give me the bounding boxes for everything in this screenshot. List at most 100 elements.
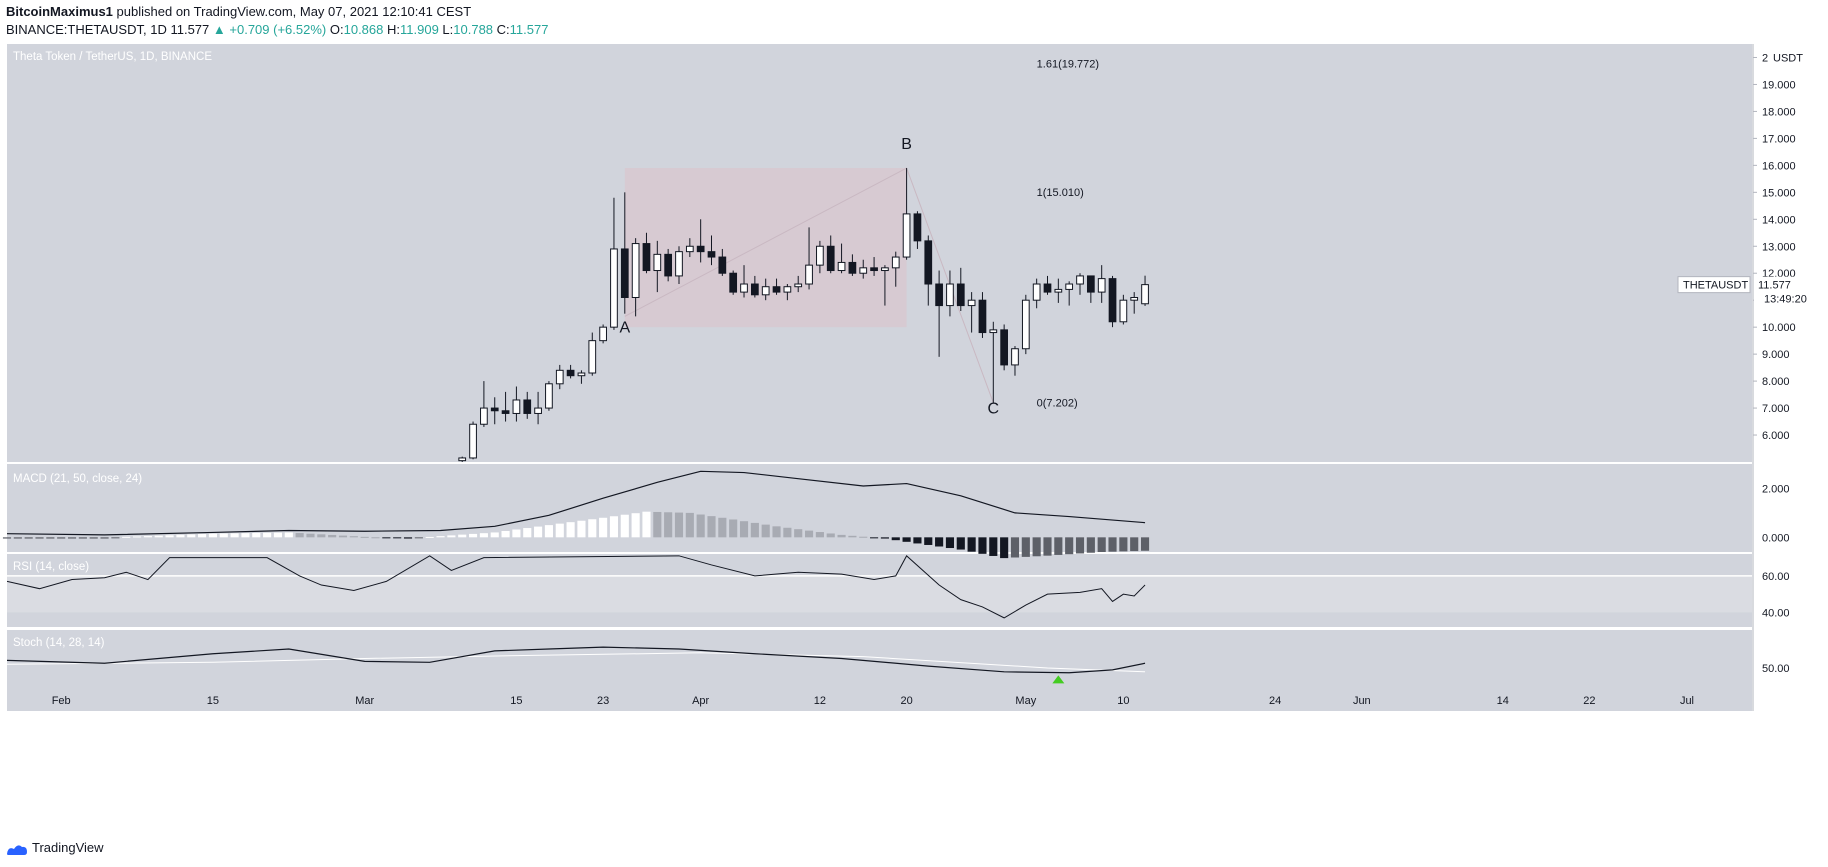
macd-histogram-bar: [425, 536, 434, 538]
macd-histogram-bar: [815, 532, 824, 538]
high-label: H:: [387, 22, 400, 37]
macd-histogram-bar: [620, 514, 629, 538]
candle-body: [555, 369, 564, 385]
open-label: O:: [329, 22, 344, 37]
macd-histogram-bar: [436, 536, 445, 538]
candle-body: [490, 407, 499, 412]
high-value: 11.909: [400, 22, 439, 37]
macd-histogram-bar: [24, 537, 33, 539]
candle: [1119, 294, 1128, 325]
candle: [859, 259, 868, 279]
macd-histogram-bar: [414, 537, 423, 539]
macd-histogram-bar: [187, 534, 196, 538]
author-name[interactable]: BitcoinMaximus1: [6, 4, 113, 19]
last-price-value: 11.577: [1758, 280, 1791, 292]
symbol-tag-label: THETAUSDT: [1683, 280, 1748, 292]
macd-histogram-bar: [46, 537, 55, 539]
candle-body: [480, 407, 488, 425]
last-price: 11.577: [170, 22, 210, 37]
time-tick-label: Mar: [355, 695, 374, 707]
candle: [610, 197, 618, 330]
buy-signal-arrow-icon: [1052, 675, 1065, 684]
price-tick-label: 15.000: [1762, 187, 1796, 199]
macd-histogram-bar: [967, 537, 976, 552]
macd-histogram-bar: [1075, 537, 1085, 554]
candle: [1108, 275, 1117, 328]
candle: [729, 270, 738, 295]
chart-header: BitcoinMaximus1 published on TradingView…: [0, 0, 1828, 40]
price-change: +0.709 (+6.52%): [229, 22, 327, 37]
stoch-k-line: [6, 646, 1146, 674]
time-tick-label: 22: [1583, 695, 1595, 707]
candle: [1065, 281, 1074, 306]
candle: [761, 278, 770, 301]
candle-body: [902, 213, 911, 258]
macd-histogram-bar: [349, 536, 358, 538]
footer-brand[interactable]: TradingView: [6, 840, 104, 856]
candle: [848, 254, 857, 276]
price-tick-label: 14.000: [1762, 214, 1796, 226]
price-panel-group: A B C 1.61(19.772) 1(15.010) 0(7.202) Theta To…: [13, 51, 1149, 462]
candle-body: [1000, 329, 1009, 366]
candle-body: [501, 410, 510, 414]
candle: [707, 235, 716, 266]
up-arrow-icon: ▲: [212, 22, 226, 37]
macd-histogram-bar: [1119, 537, 1128, 552]
candle-body: [512, 399, 521, 414]
time-tick-label: Jul: [1680, 695, 1694, 707]
candle: [794, 275, 803, 293]
chart-canvas[interactable]: A B C 1.61(19.772) 1(15.010) 0(7.202) Theta To…: [0, 44, 1828, 834]
candle-body: [664, 253, 673, 277]
macd-line: [6, 470, 1146, 536]
candle: [1043, 275, 1052, 295]
candle-body: [696, 245, 705, 253]
candle: [1141, 275, 1149, 306]
candle-body: [707, 251, 716, 258]
macd-histogram-bar: [230, 533, 239, 538]
macd-panel: [7, 464, 1752, 552]
candle-body: [816, 245, 824, 266]
time-tick-label: Feb: [52, 695, 71, 707]
candle: [805, 227, 813, 290]
candle: [534, 391, 542, 425]
macd-histogram-bar: [794, 529, 803, 538]
macd-histogram-bar: [902, 537, 911, 542]
candle: [881, 265, 889, 306]
candle-body: [794, 283, 803, 288]
macd-histogram-bar: [360, 536, 369, 538]
candle: [1054, 278, 1063, 303]
candle: [599, 324, 607, 344]
macd-histogram-bar: [306, 533, 315, 538]
candle: [1076, 273, 1084, 295]
low-value: 10.788: [453, 22, 494, 37]
macd-histogram-bar: [750, 522, 759, 538]
macd-histogram-bar: [1130, 537, 1139, 552]
candle-body: [1065, 283, 1074, 290]
price-tick-label: 7.000: [1762, 403, 1790, 415]
candle: [1000, 324, 1009, 371]
macd-histogram-bar: [338, 535, 348, 538]
macd-histogram-bar: [783, 527, 792, 538]
candle-body: [740, 283, 748, 293]
candle-body: [859, 267, 868, 274]
range-box: [624, 168, 907, 328]
macd-histogram-bar: [729, 519, 738, 538]
rsi-tick-label: 60.00: [1762, 571, 1790, 583]
candle-body: [891, 256, 900, 269]
candle: [653, 240, 662, 293]
macd-histogram-bar: [67, 537, 77, 539]
main-bottom-edge: [7, 462, 1752, 464]
candle-body: [588, 340, 597, 374]
candle-body: [772, 286, 781, 293]
price-tick-label: 17.000: [1762, 133, 1796, 145]
price-unit-label: USDT: [1773, 52, 1803, 64]
macd-histogram-bar: [219, 533, 228, 538]
macd-histogram-bar: [1010, 537, 1020, 558]
candle: [837, 243, 846, 274]
candle: [620, 192, 629, 314]
candle: [512, 386, 521, 422]
candle: [740, 265, 748, 298]
candle: [566, 364, 575, 379]
close-label: C:: [496, 22, 510, 37]
candle-body: [1108, 278, 1117, 323]
